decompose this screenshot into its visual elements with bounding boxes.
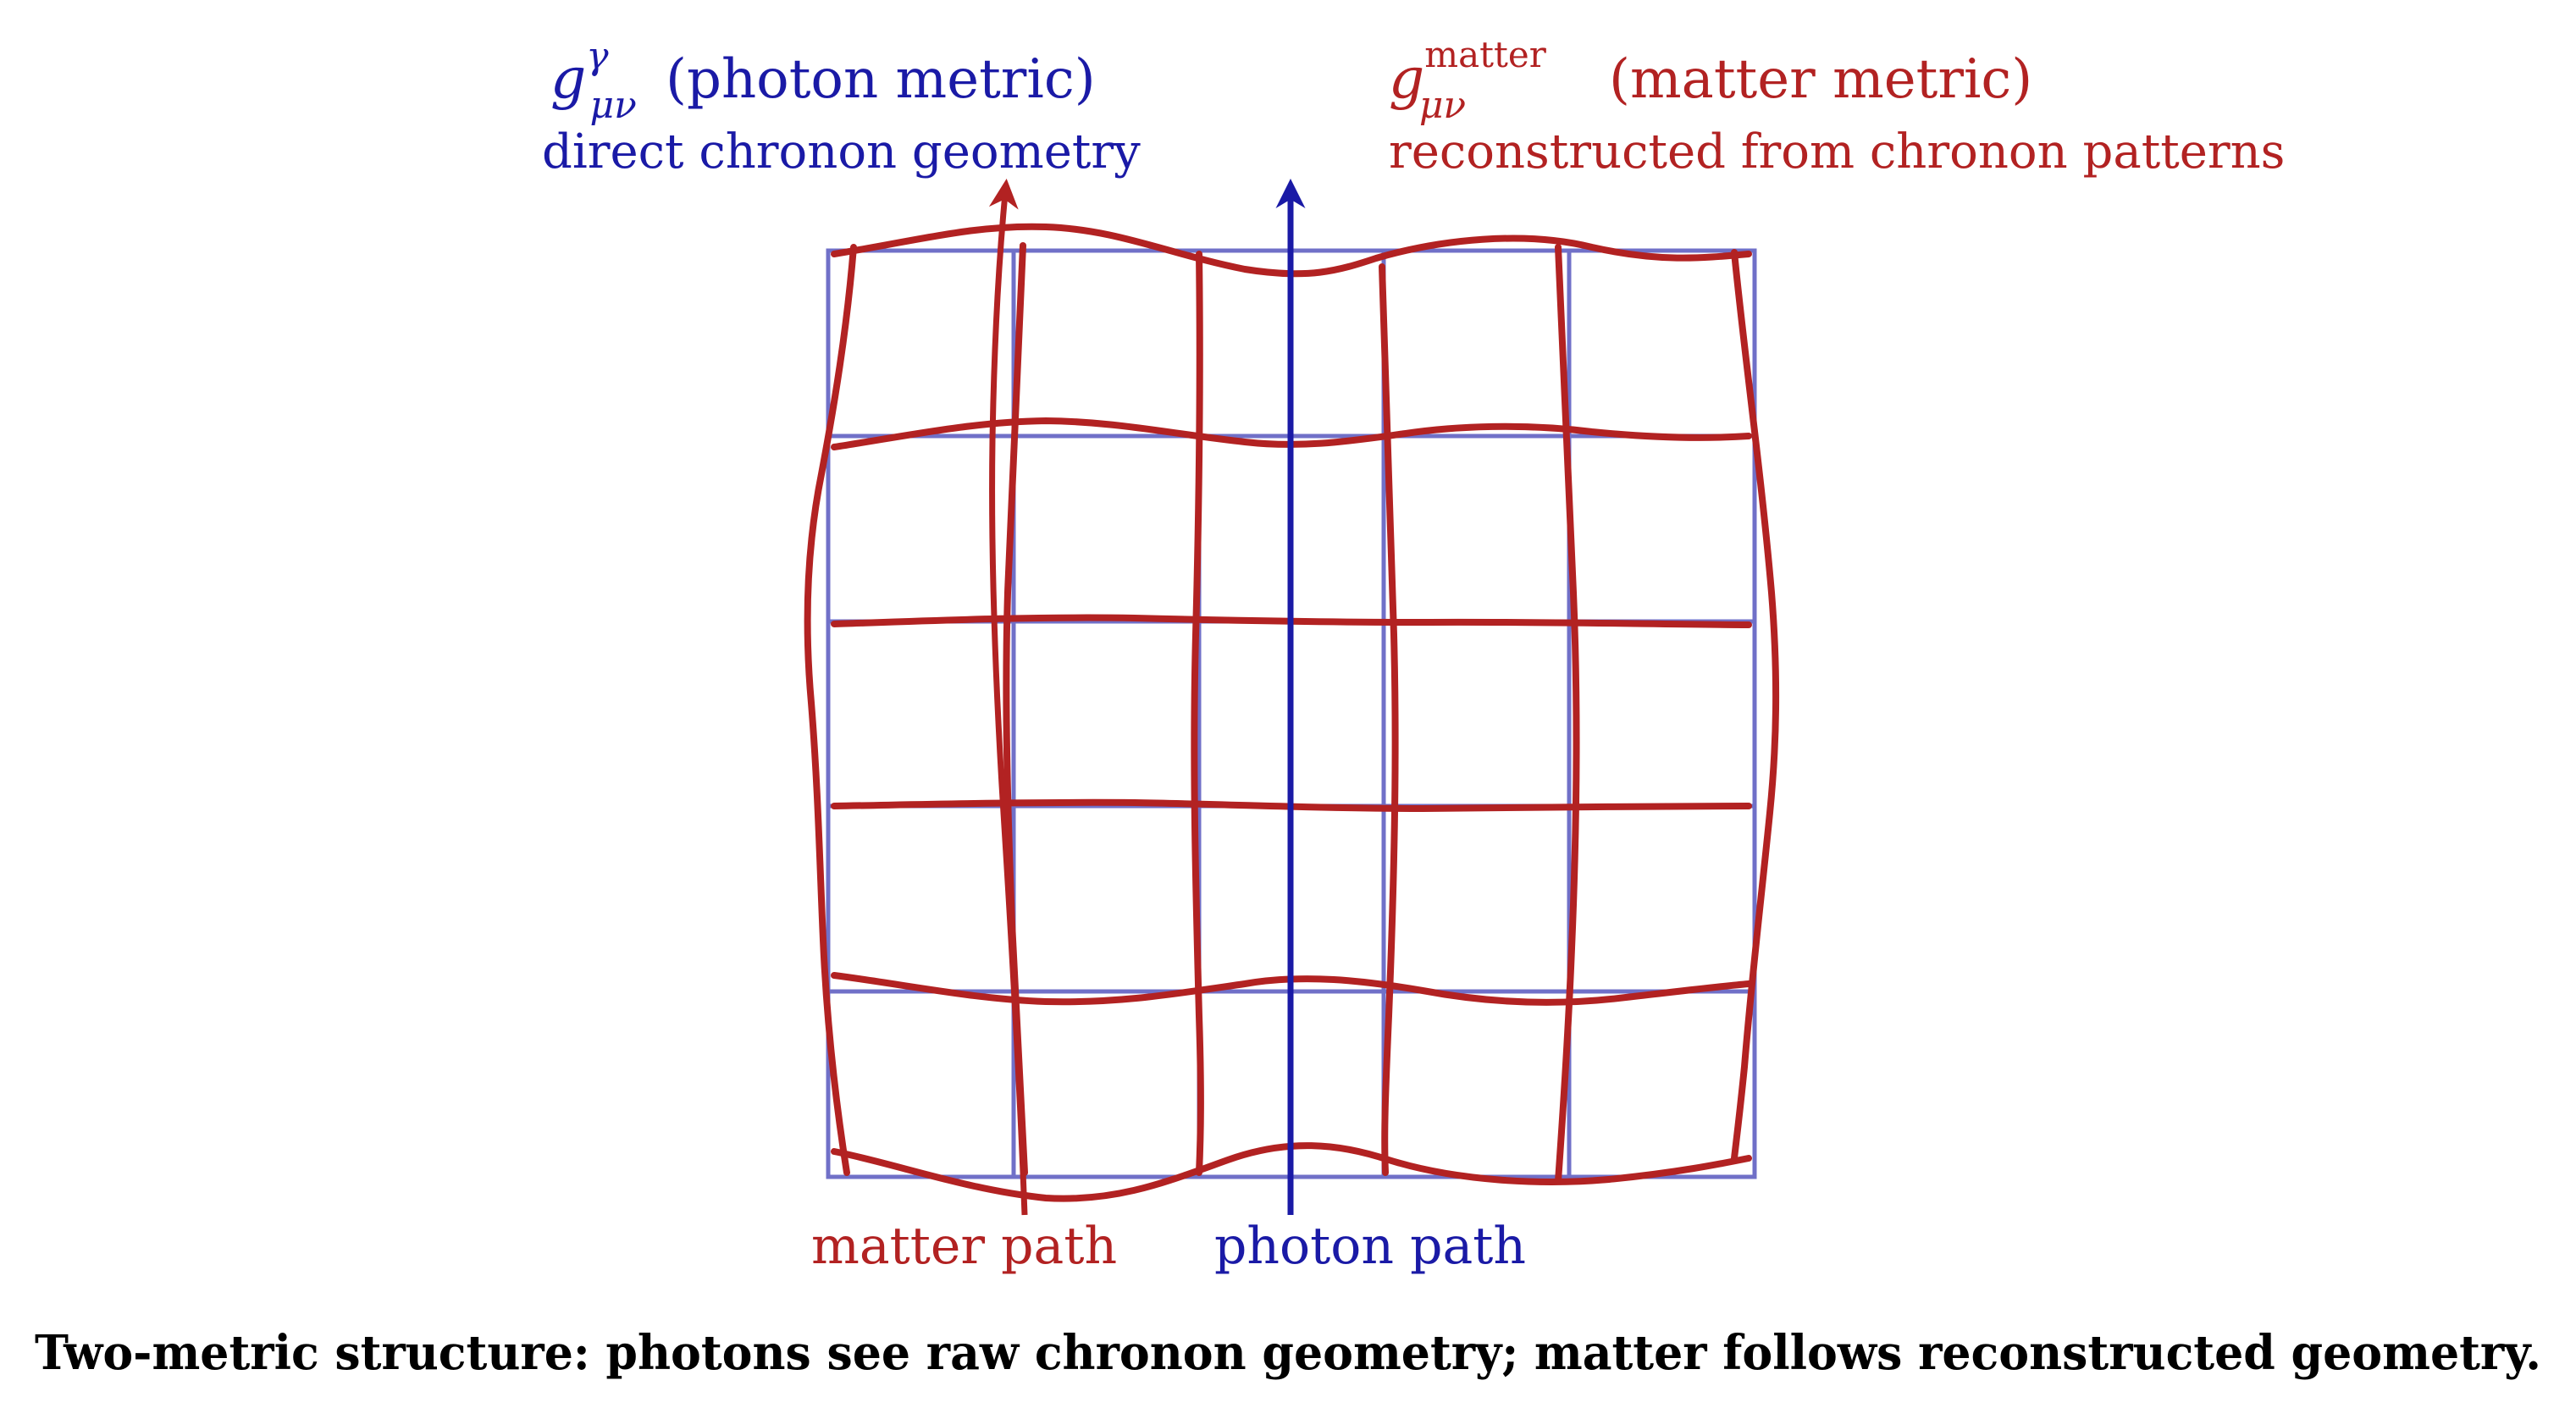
matter-metric-heading: gmatter μν (matter metric) reconstructed …: [1389, 34, 2285, 179]
matter-metric-subtitle: reconstructed from chronon patterns: [1389, 124, 2285, 179]
matter-metric-name: (matter metric): [1609, 48, 2032, 111]
photon-metric-sub: μν: [590, 84, 637, 127]
figure-caption: Two-metric structure: photons see raw ch…: [35, 1325, 2541, 1381]
photon-path-label: photon path: [1214, 1217, 1526, 1276]
photon-metric-name: (photon metric): [666, 48, 1096, 111]
photon-metric-symbol: gγ μν: [550, 35, 637, 127]
matter-metric-sub: μν: [1419, 84, 1466, 127]
matter-metric-sup: matter: [1424, 34, 1546, 75]
matter-path-label: matter path: [811, 1217, 1117, 1276]
photon-metric-subtitle: direct chronon geometry: [542, 124, 1141, 179]
matter-grid-vline: [808, 247, 854, 1173]
photon-metric-sup: γ: [586, 35, 609, 78]
matter-metric-symbol: gmatter μν: [1389, 34, 1547, 127]
photon-metric-heading: gγ μν (photon metric) direct chronon geom…: [542, 35, 1141, 179]
